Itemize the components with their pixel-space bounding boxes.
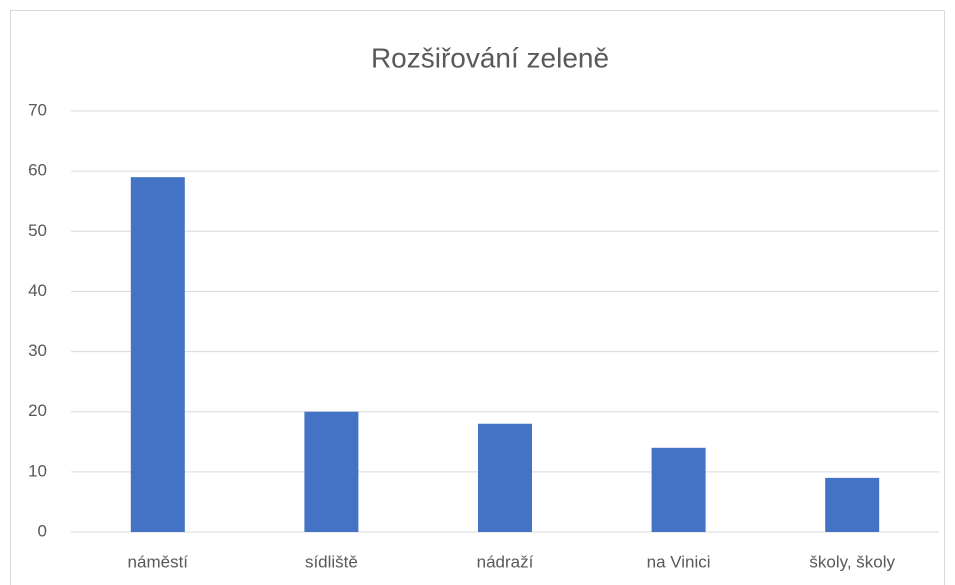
y-tick-label: 10	[28, 461, 47, 480]
y-tick-label: 20	[28, 401, 47, 420]
bar	[130, 177, 185, 532]
x-tick-label: sídliště	[305, 552, 358, 571]
y-tick-label: 30	[28, 341, 47, 360]
y-tick-label: 50	[28, 221, 47, 240]
x-tick-label: školy, školy	[809, 552, 895, 571]
y-tick-label: 60	[28, 161, 47, 180]
bar	[304, 411, 359, 532]
bar	[651, 447, 706, 532]
y-tick-label: 0	[38, 521, 47, 540]
chart-title: Rozšiřování zeleně	[371, 42, 609, 73]
bar	[825, 477, 880, 532]
y-tick-label: 70	[28, 100, 47, 119]
x-tick-label: náměstí	[128, 552, 189, 571]
x-tick-label: na Vinici	[647, 552, 711, 571]
bar	[478, 423, 532, 532]
x-tick-label: nádraží	[477, 552, 534, 571]
y-tick-label: 40	[28, 281, 47, 300]
